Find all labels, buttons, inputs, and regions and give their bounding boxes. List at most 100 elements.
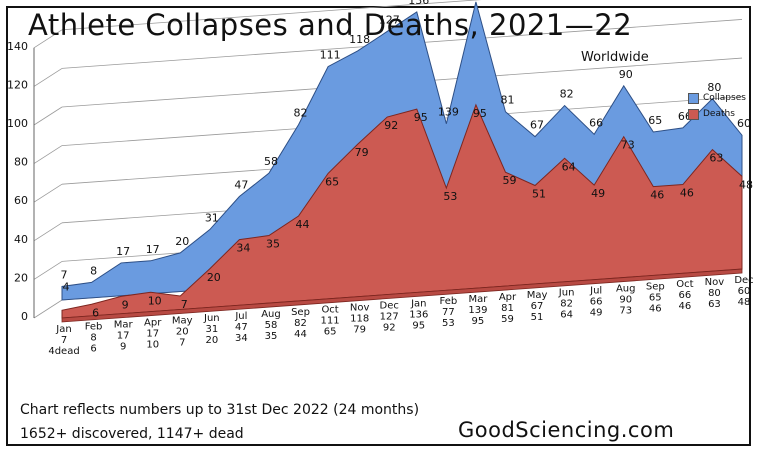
x-tick-label: 9 (120, 342, 126, 353)
death-data-label: 48 (739, 178, 753, 191)
death-data-label: 49 (591, 187, 605, 200)
death-data-label: 9 (122, 298, 129, 311)
x-tick-label: 127 (380, 311, 399, 322)
death-data-label: 53 (443, 190, 457, 203)
x-tick-label: 31 (205, 324, 218, 335)
collapse-data-label: 20 (175, 235, 189, 248)
x-tick-label: 79 (353, 325, 366, 336)
x-tick-label: 10 (146, 339, 159, 350)
death-data-label: 65 (325, 175, 339, 188)
collapse-data-label: 139 (438, 106, 459, 119)
x-tick-label: Jan (55, 324, 71, 335)
collapse-data-label: 82 (294, 107, 308, 120)
y-tick-label: 0 (21, 310, 28, 323)
death-data-label: 35 (266, 238, 280, 251)
x-tick-label: 58 (265, 320, 278, 331)
collapse-data-label: 47 (234, 179, 248, 192)
x-tick-label: Apr (499, 292, 517, 303)
x-tick-label: May (527, 290, 548, 301)
x-tick-label: Jun (558, 288, 575, 299)
collapse-data-label: 111 (320, 49, 341, 62)
collapse-data-label: 136 (408, 0, 429, 7)
gridline-side (33, 29, 63, 49)
x-tick-label: Apr (144, 317, 162, 328)
x-tick-label: 66 (679, 290, 692, 301)
x-tick-label: 4dead (48, 346, 79, 357)
x-tick-label: Dec (734, 275, 753, 286)
x-tick-label: 63 (708, 299, 721, 310)
x-tick-label: 7 (61, 335, 67, 346)
x-tick-label: Jul (234, 311, 247, 322)
x-tick-label: May (172, 315, 193, 326)
x-tick-label: 92 (383, 322, 396, 333)
x-tick-label: Oct (676, 279, 693, 290)
death-data-label: 95 (473, 107, 487, 120)
gridline-side (33, 106, 63, 126)
x-tick-label: 80 (708, 288, 721, 299)
death-data-label: 10 (148, 294, 162, 307)
collapse-data-label: 4 (63, 280, 70, 293)
x-tick-label: 46 (649, 303, 662, 314)
death-data-label: 46 (680, 187, 694, 200)
x-tick-label: 73 (619, 305, 632, 316)
collapse-data-label: 65 (648, 114, 662, 127)
x-tick-label: Nov (705, 277, 725, 288)
x-tick-label: 17 (117, 331, 130, 342)
x-tick-label: 90 (619, 294, 632, 305)
death-data-label: 20 (207, 271, 221, 284)
collapse-data-label: 31 (205, 212, 219, 225)
collapse-data-label: 118 (349, 33, 370, 46)
x-tick-label: Oct (321, 305, 338, 316)
collapse-data-label: 80 (707, 81, 721, 94)
x-tick-label: 59 (501, 314, 514, 325)
x-tick-label: 82 (560, 299, 573, 310)
deaths-floor-edge (61, 268, 743, 323)
gridline-side (33, 68, 63, 87)
x-tick-label: 20 (205, 335, 218, 346)
gridline-side (33, 183, 63, 203)
death-data-label: 34 (236, 242, 250, 255)
legend-item-collapses: Collapses (688, 90, 746, 106)
x-tick-label: 47 (235, 322, 248, 333)
site-credit: GoodSciencing.com (458, 418, 675, 442)
y-tick-label: 140 (7, 40, 28, 53)
x-tick-label: 139 (468, 305, 487, 316)
death-data-label: 7 (181, 298, 188, 311)
collapse-data-label: 8 (90, 264, 97, 277)
x-tick-label: 64 (560, 310, 573, 321)
x-tick-label: Jan (410, 298, 426, 309)
x-tick-label: 136 (409, 309, 428, 320)
chart-legend: Collapses Deaths (688, 90, 746, 122)
x-tick-label: 34 (235, 333, 248, 344)
x-tick-label: 95 (472, 316, 485, 327)
collapse-data-label: 58 (264, 155, 278, 168)
collapse-data-label: 81 (500, 94, 514, 107)
x-tick-label: 49 (590, 308, 603, 319)
y-tick-label: 40 (14, 233, 28, 246)
death-data-label: 6 (92, 306, 99, 319)
death-data-label: 63 (709, 152, 723, 165)
x-tick-label: Feb (85, 322, 103, 333)
x-tick-label: 77 (442, 307, 455, 318)
x-tick-label: 81 (501, 303, 514, 314)
x-tick-label: 60 (738, 286, 751, 297)
x-tick-label: 8 (90, 333, 96, 344)
x-tick-label: Sep (291, 307, 310, 318)
collapse-data-label: 60 (737, 117, 751, 130)
x-tick-label: 66 (590, 297, 603, 308)
x-tick-label: 46 (679, 301, 692, 312)
x-tick-label: Jul (589, 286, 602, 297)
legend-label-collapses: Collapses (703, 93, 746, 103)
x-tick-label: 35 (265, 331, 278, 342)
x-tick-label: 20 (176, 326, 189, 337)
chart-subtitle: Worldwide (581, 50, 649, 65)
x-tick-label: 17 (146, 328, 159, 339)
y-tick-label: 60 (14, 194, 28, 207)
collapse-data-label: 17 (146, 243, 160, 256)
x-tick-label: 65 (649, 292, 662, 303)
death-data-label: 73 (621, 139, 635, 152)
collapse-data-label: 127 (379, 13, 400, 26)
gridline (61, 0, 482, 31)
